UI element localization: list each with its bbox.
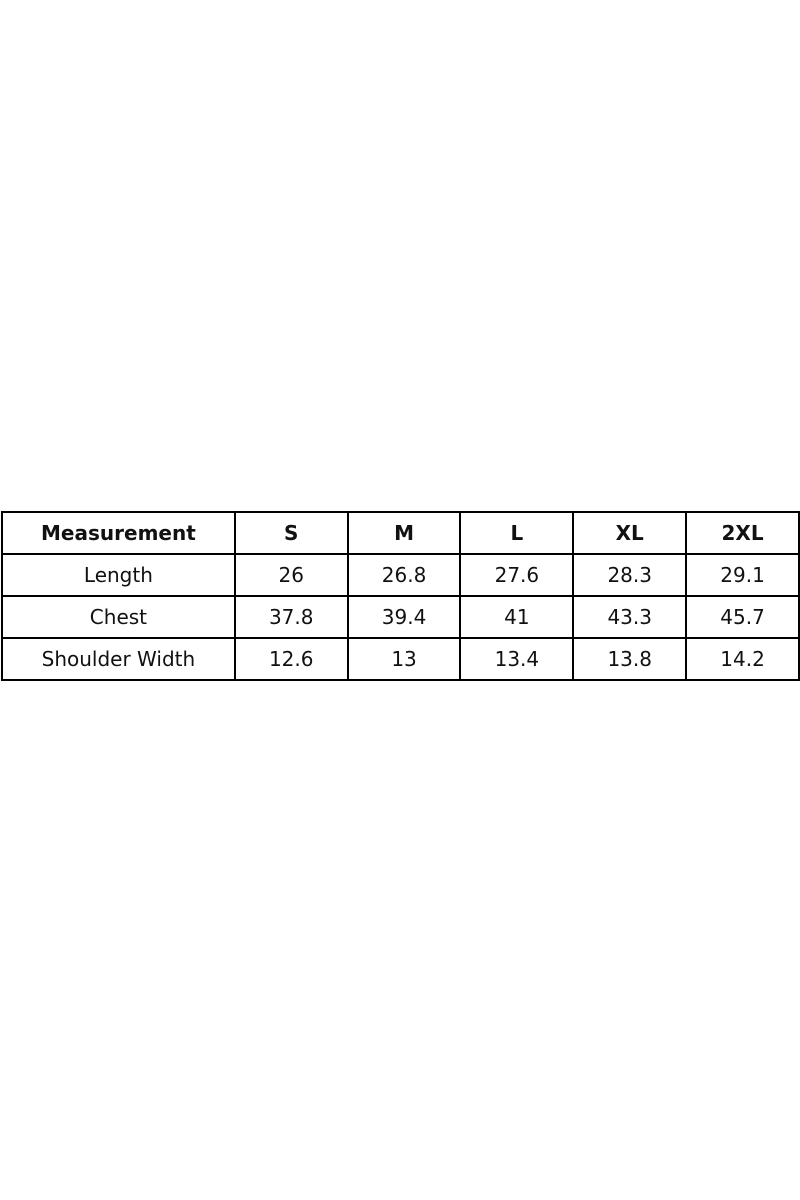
- table-row: Length 26 26.8 27.6 28.3 29.1: [1, 553, 800, 597]
- table-row: Shoulder Width 12.6 13 13.4 13.8 14.2: [1, 637, 800, 681]
- cell: 29.1: [685, 553, 800, 597]
- cell: 26: [233, 553, 349, 597]
- cell: 45.7: [685, 595, 800, 639]
- row-label: Length: [1, 553, 236, 597]
- cell: 13.8: [572, 637, 688, 681]
- header-cell: 2XL: [685, 511, 800, 555]
- cell: 26.8: [346, 553, 462, 597]
- header-cell: M: [346, 511, 462, 555]
- cell: 43.3: [572, 595, 688, 639]
- cell: 28.3: [572, 553, 688, 597]
- row-label: Shoulder Width: [1, 637, 236, 681]
- cell: 27.6: [459, 553, 575, 597]
- cell: 14.2: [685, 637, 800, 681]
- row-label: Chest: [1, 595, 236, 639]
- cell: 12.6: [233, 637, 349, 681]
- header-row: Measurement S M L XL 2XL: [1, 511, 800, 555]
- cell: 13: [346, 637, 462, 681]
- size-table: Measurement S M L XL 2XL Length 26 26.8 27.6 28.3…: [1, 511, 800, 681]
- cell: 39.4: [346, 595, 462, 639]
- header-cell: L: [459, 511, 575, 555]
- table-body: Length 26 26.8 27.6 28.3 29.1 Chest 37.8 39.4 41 4…: [1, 553, 800, 681]
- cell: 41: [459, 595, 575, 639]
- header-cell: Measurement: [1, 511, 236, 555]
- cell: 37.8: [233, 595, 349, 639]
- header-cell: S: [233, 511, 349, 555]
- header-cell: XL: [572, 511, 688, 555]
- table-row: Chest 37.8 39.4 41 43.3 45.7: [1, 595, 800, 639]
- cell: 13.4: [459, 637, 575, 681]
